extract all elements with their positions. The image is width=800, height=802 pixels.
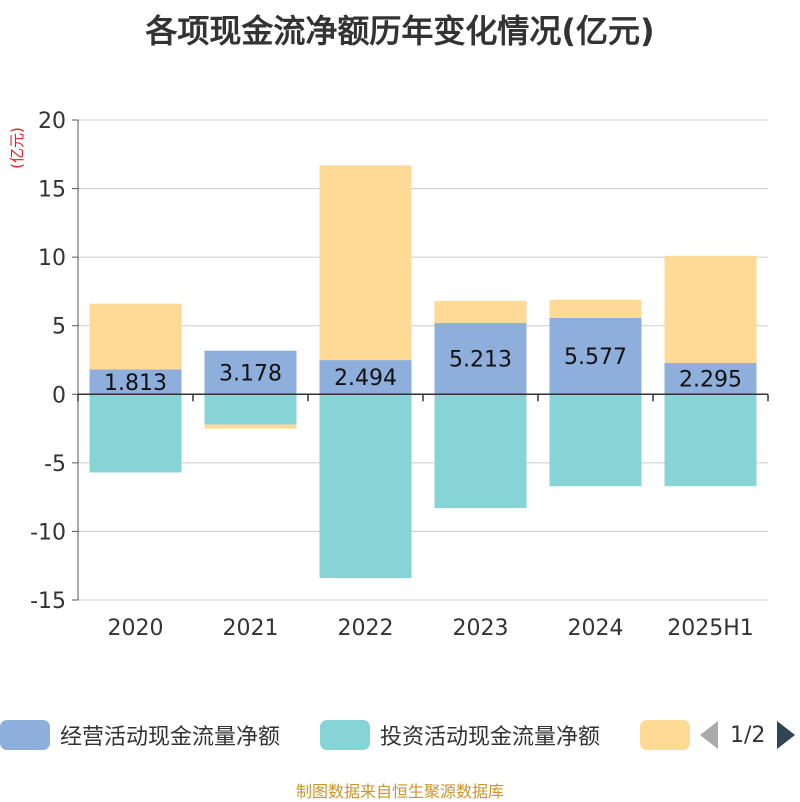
legend-label-investing: 投资活动现金流量净额 [380,725,601,750]
bar-operating-2023 [434,322,527,395]
bar-operating-2021 [204,350,297,395]
legend-item-operating[interactable]: 经营活动现金流量净额 [0,716,280,754]
bar-operating-2020 [89,369,182,395]
y-tick-label: 20 [38,109,66,134]
legend-item-investing[interactable]: 投资活动现金流量净额 [320,716,600,754]
data-label: 2.494 [334,366,397,391]
y-tick-label: 15 [38,178,66,203]
legend: 经营活动现金流量净额 投资活动现金流量净额 [0,716,800,754]
y-tick-label: -5 [44,452,66,477]
bar-financing-2022 [319,165,412,361]
y-tick-label: 10 [38,246,66,271]
x-tick-label: 2022 [338,616,394,641]
y-tick-label: -10 [30,520,66,545]
bar-investing-2024 [549,394,642,487]
axes: -15 -10 -5 0 5 10 15 20 (亿元) 2020 2021 2022 2023 2024… [8,109,769,641]
bar-financing-2021 [204,424,297,429]
data-label: 5.213 [449,348,512,373]
legend-label-operating: 经营活动现金流量净额 [60,725,281,750]
x-tick-label: 2021 [223,616,279,641]
bars [89,165,757,579]
source-note: 制图数据来自恒生聚源数据库 [295,782,504,801]
pager-prev-icon[interactable] [700,721,718,749]
legend-pager: 1/2 [700,716,796,754]
y-axis-title: (亿元) [8,127,26,169]
data-labels: 1.813 3.178 2.494 5.213 5.577 2.295 [104,345,742,396]
bar-financing-2024 [549,299,642,318]
bar-operating-2025H1 [664,362,757,395]
chart-title: 各项现金流净额历年变化情况(亿元) [145,12,655,50]
bar-operating-2022 [319,360,412,395]
pager-text: 1/2 [730,722,766,748]
bar-investing-2025H1 [664,394,757,487]
data-label: 3.178 [219,361,282,386]
x-tick-label: 2020 [108,616,164,641]
x-tick-label: 2024 [568,616,624,641]
bar-financing-2025H1 [664,255,757,363]
grid-lines [78,119,768,601]
data-label: 5.577 [564,345,627,370]
data-label: 2.295 [679,368,742,393]
legend-item-financing[interactable] [640,716,690,754]
x-tick-label: 2025H1 [667,616,754,641]
y-tick-label: -15 [30,589,66,614]
data-label: 1.813 [104,371,167,396]
bar-investing-2023 [434,394,527,509]
bar-investing-2020 [89,394,182,473]
legend-swatch-financing [640,720,690,750]
bar-financing-2020 [89,303,182,370]
bar-investing-2022 [319,394,412,579]
y-tick-label: 5 [52,315,66,340]
legend-swatch-operating [0,720,50,750]
bar-chart: -15 -10 -5 0 5 10 15 20 (亿元) 2020 2021 2022 2023 2024… [8,109,769,641]
legend-swatch-investing [320,720,370,750]
pager-next-icon[interactable] [777,721,796,749]
bar-investing-2021 [204,394,297,425]
bar-operating-2024 [549,317,642,395]
x-tick-label: 2023 [453,616,509,641]
bar-financing-2023 [434,300,527,323]
y-tick-label: 0 [52,383,66,408]
